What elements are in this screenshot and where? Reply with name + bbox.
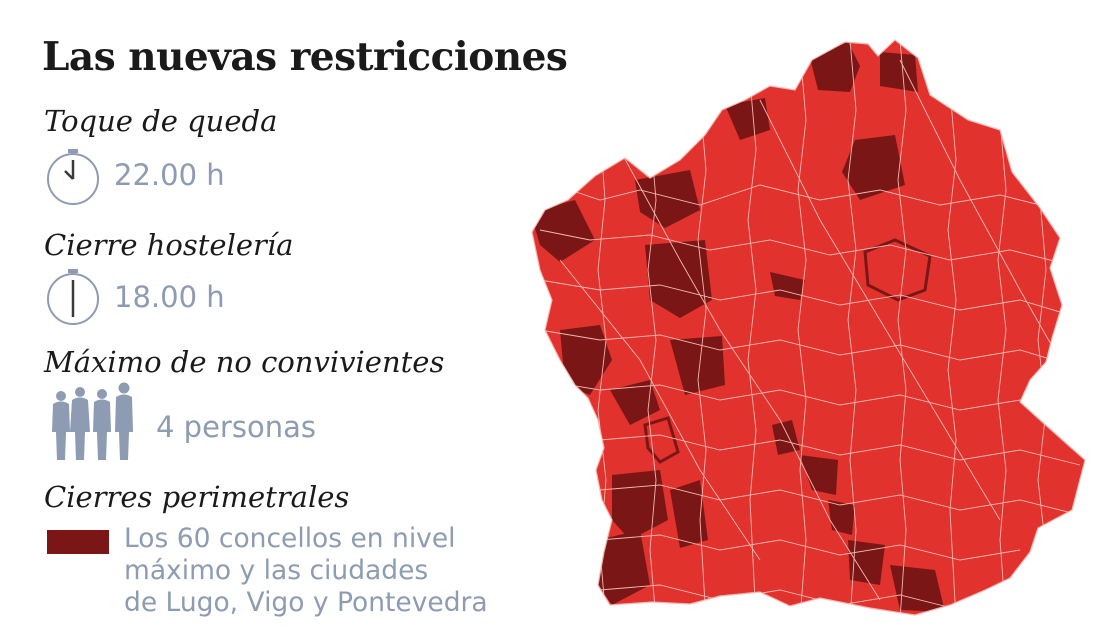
highlighted-municipalities xyxy=(532,42,945,612)
municipality-highlight xyxy=(880,52,918,92)
legend-line: Los 60 concellos en nivel xyxy=(124,523,456,554)
legend-line: de Lugo, Vigo y Pontevedra xyxy=(124,587,488,618)
hospitality-time: 18.00 h xyxy=(114,280,225,314)
gatherings-count: 4 personas xyxy=(156,410,316,444)
page-title: Las nuevas restricciones xyxy=(42,34,568,80)
municipality-highlight xyxy=(560,325,612,395)
legend-text: Los 60 concellos en nivel máximo y las c… xyxy=(124,523,488,619)
legend-line: máximo y las ciudades xyxy=(124,555,429,586)
galicia-map xyxy=(531,39,1086,616)
municipality-highlight xyxy=(800,455,838,495)
hospitality-heading: Cierre hostelería xyxy=(44,228,294,262)
municipality-highlight xyxy=(828,500,855,535)
municipality-highlight xyxy=(890,565,945,612)
municipality-highlight xyxy=(670,480,708,548)
city-outline-pontevedra xyxy=(643,416,680,464)
gatherings-heading: Máximo de no convivientes xyxy=(44,345,445,379)
perimeter-heading: Cierres perimetrales xyxy=(44,480,350,514)
municipality-highlight xyxy=(645,240,712,318)
municipality-highlight xyxy=(598,530,650,605)
municipality-highlight xyxy=(635,170,700,228)
municipality-highlight xyxy=(670,336,725,395)
clock-icon xyxy=(47,149,99,205)
municipality-highlight xyxy=(725,98,770,140)
curfew-time: 22.00 h xyxy=(114,158,225,192)
municipality-highlight xyxy=(842,135,905,200)
municipality-highlight xyxy=(770,272,805,300)
legend-swatch xyxy=(47,530,109,554)
curfew-heading: Toque de queda xyxy=(44,104,278,138)
municipality-highlight xyxy=(532,200,595,262)
map-base xyxy=(532,40,1085,615)
city-outline-vigo xyxy=(612,496,657,532)
clock-icon xyxy=(47,269,99,325)
people-icon xyxy=(52,382,133,460)
municipality-highlight xyxy=(848,540,885,585)
municipality-highlight xyxy=(610,380,660,425)
city-outline-lugo xyxy=(863,238,932,302)
